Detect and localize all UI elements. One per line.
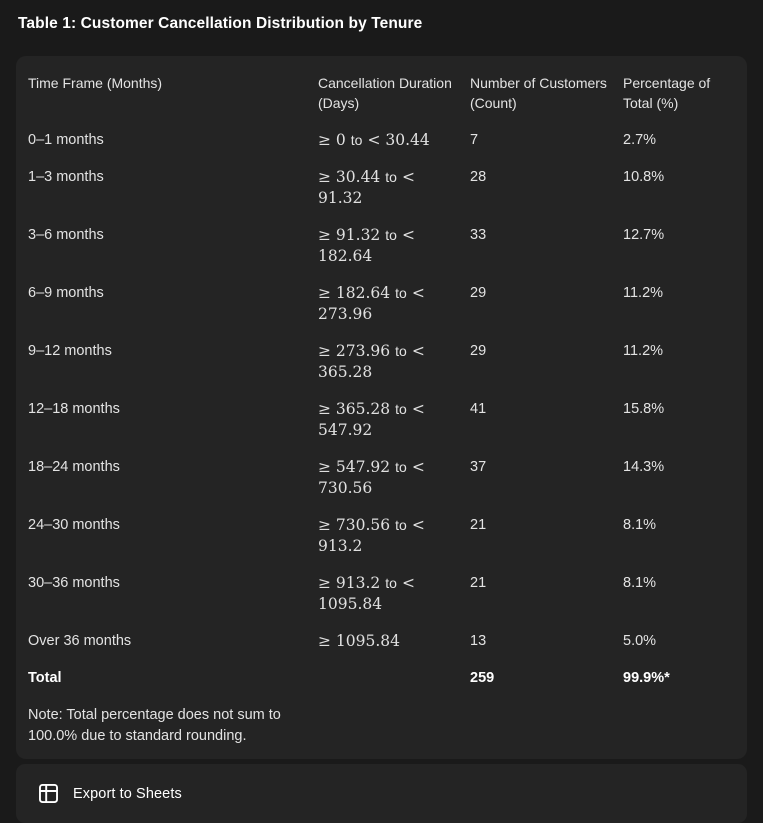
table-row: 18–24 months ≥ 547.92 to <730.56 37 14.3%: [28, 457, 735, 499]
duration-cell: ≥ 30.44 to <91.32: [318, 168, 415, 207]
export-label: Export to Sheets: [73, 785, 182, 802]
duration-cell: ≥ 365.28 to <547.92: [318, 400, 425, 439]
percent-cell: 12.7%: [623, 227, 665, 243]
duration-cell: ≥ 0 to < 30.44: [318, 131, 430, 149]
tenure-cell: 1–3 months: [28, 169, 104, 185]
table-grid-icon: [39, 784, 58, 803]
table-body: 0–1 months ≥ 0 to < 30.44 7 2.7% 1–3 month…: [28, 130, 735, 652]
percent-cell: 2.7%: [623, 132, 657, 148]
export-button[interactable]: Export to Sheets: [16, 764, 747, 823]
tenure-cell: Over 36 months: [28, 633, 132, 649]
table-row: 30–36 months ≥ 913.2 to <1095.84 21 8.1%: [28, 573, 735, 615]
tenure-cell: 3–6 months: [28, 227, 104, 243]
count-cell: 37: [470, 459, 487, 475]
column-header-percentage-of-total: Percentage of Total (%): [623, 75, 711, 111]
count-cell: 21: [470, 575, 487, 591]
table-row: 9–12 months ≥ 273.96 to <365.28 29 11.2%: [28, 341, 735, 383]
total-row: Total 259 99.9%*: [28, 668, 735, 688]
total-count: 259: [470, 670, 495, 686]
percent-cell: 10.8%: [623, 169, 665, 185]
table-row: 6–9 months ≥ 182.64 to <273.96 29 11.2%: [28, 283, 735, 325]
count-cell: 41: [470, 401, 487, 417]
count-cell: 21: [470, 517, 487, 533]
table-header-row: Time Frame (Months) Cancellation Duratio…: [28, 64, 735, 113]
percent-cell: 15.8%: [623, 401, 665, 417]
count-cell: 29: [470, 285, 487, 301]
tenure-cell: 0–1 months: [28, 132, 104, 148]
percent-cell: 11.2%: [623, 343, 664, 359]
table-row: 3–6 months ≥ 91.32 to <182.64 33 12.7%: [28, 225, 735, 267]
tenure-cell: 6–9 months: [28, 285, 104, 301]
percent-cell: 8.1%: [623, 575, 657, 591]
total-duration-cell: [318, 668, 470, 669]
count-cell: 29: [470, 343, 487, 359]
count-cell: 33: [470, 227, 487, 243]
table-row: 24–30 months ≥ 730.56 to <913.2 21 8.1%: [28, 515, 735, 557]
percent-cell: 8.1%: [623, 517, 657, 533]
duration-cell: ≥ 182.64 to <273.96: [318, 284, 425, 323]
tenure-cell: 24–30 months: [28, 517, 120, 533]
table-card: Time Frame (Months) Cancellation Duratio…: [16, 56, 747, 759]
percent-cell: 5.0%: [623, 633, 657, 649]
table-row: 12–18 months ≥ 365.28 to <547.92 41 15.8%: [28, 399, 735, 441]
count-cell: 7: [470, 132, 479, 148]
table-note: Note: Total percentage does not sum to 1…: [28, 703, 735, 747]
tenure-cell: 18–24 months: [28, 459, 120, 475]
percent-cell: 14.3%: [623, 459, 665, 475]
duration-cell: ≥ 913.2 to <1095.84: [318, 574, 415, 613]
duration-cell: ≥ 91.32 to <182.64: [318, 226, 415, 265]
column-header-cancellation-duration: Cancellation Duration (Days): [318, 75, 452, 111]
count-cell: 13: [470, 633, 487, 649]
count-cell: 28: [470, 169, 487, 185]
duration-cell: ≥ 730.56 to <913.2: [318, 516, 425, 555]
note-line-2: 100.0% due to standard rounding.: [28, 728, 247, 744]
tenure-cell: 30–36 months: [28, 575, 120, 591]
table-row: 0–1 months ≥ 0 to < 30.44 7 2.7%: [28, 130, 735, 151]
tenure-cell: 12–18 months: [28, 401, 120, 417]
page-title: Table 1: Customer Cancellation Distribut…: [18, 15, 423, 32]
total-percent: 99.9%*: [623, 670, 670, 686]
note-line-1: Note: Total percentage does not sum to: [28, 707, 281, 723]
column-header-time-frame: Time Frame (Months): [28, 75, 163, 91]
duration-cell: ≥ 273.96 to <365.28: [318, 342, 425, 381]
table-row: Over 36 months ≥ 1095.84 13 5.0%: [28, 631, 735, 652]
column-header-number-of-customers: Number of Customers (Count): [470, 75, 607, 111]
duration-cell: ≥ 547.92 to <730.56: [318, 458, 425, 497]
total-label: Total: [28, 670, 62, 686]
duration-cell: ≥ 1095.84: [318, 632, 401, 650]
percent-cell: 11.2%: [623, 285, 664, 301]
table-row: 1–3 months ≥ 30.44 to <91.32 28 10.8%: [28, 167, 735, 209]
tenure-cell: 9–12 months: [28, 343, 112, 359]
